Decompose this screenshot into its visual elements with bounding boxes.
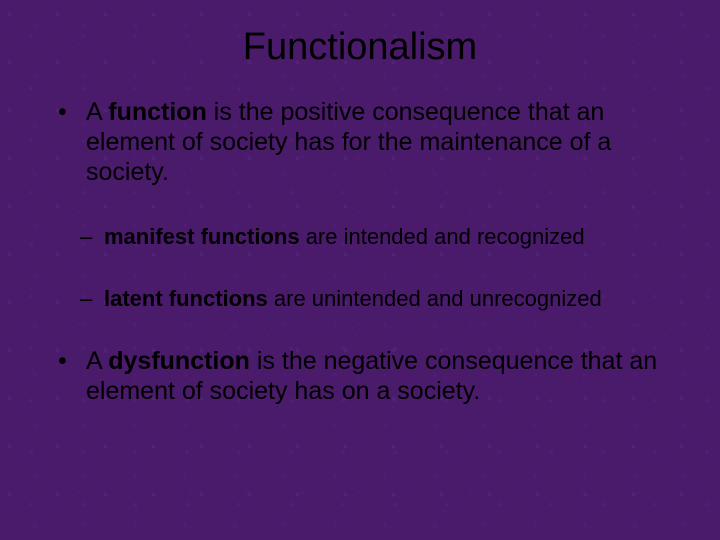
slide: Functionalism A function is the positive… <box>0 0 720 540</box>
slide-title: Functionalism <box>30 26 690 69</box>
bullet-list: A function is the positive consequence t… <box>30 97 690 406</box>
sub-bullet-latent: latent functions are unintended and unre… <box>80 285 690 313</box>
bullet-text-bold: function <box>108 98 207 126</box>
bullet-function: A function is the positive consequence t… <box>58 97 690 187</box>
sub-bullet-manifest: manifest functions are intended and reco… <box>80 223 690 251</box>
sub-bullet-list: manifest functions are intended and reco… <box>58 223 690 312</box>
sub-bullet-suffix: are unintended and unrecognized <box>268 286 602 311</box>
bullet-text-prefix: A <box>86 98 108 126</box>
sub-bullet-bold: latent functions <box>104 286 268 311</box>
bullet-text-prefix: A <box>86 347 108 375</box>
bullet-text-bold: dysfunction <box>108 347 250 375</box>
sub-bullet-bold: manifest functions <box>104 224 300 249</box>
bullet-dysfunction: A dysfunction is the negative consequenc… <box>58 346 690 406</box>
sub-bullet-suffix: are intended and recognized <box>300 224 585 249</box>
